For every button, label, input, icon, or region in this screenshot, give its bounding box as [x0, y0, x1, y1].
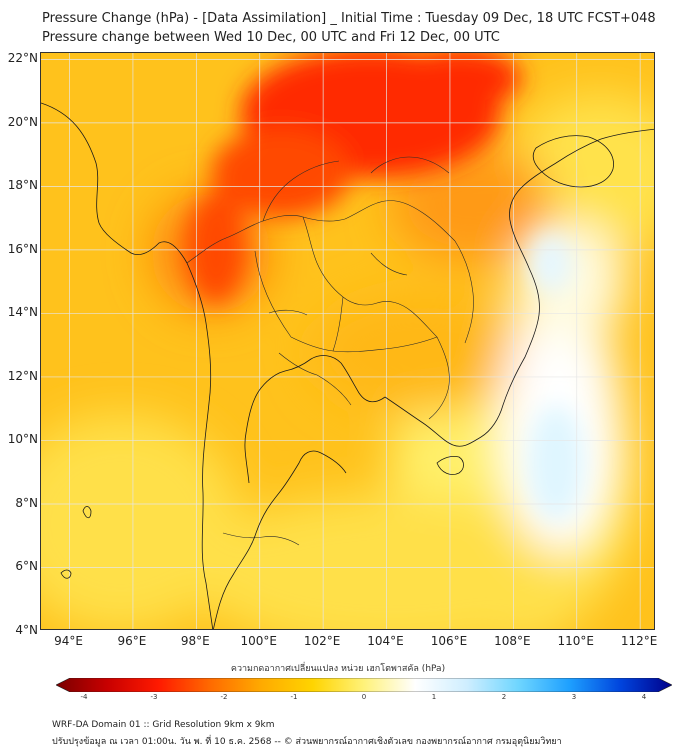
lon-label: 110°E	[557, 634, 594, 648]
lat-label: 10°N	[7, 432, 38, 447]
lat-label: 16°N	[7, 241, 38, 256]
lat-label: 12°N	[7, 368, 38, 383]
colorbar-tick-label: -4	[80, 693, 88, 701]
map-subtitle: Pressure change between Wed 10 Dec, 00 U…	[42, 30, 500, 45]
map-canvas	[41, 53, 654, 629]
colorbar-tick-label: -2	[220, 693, 228, 701]
coastlines	[41, 102, 654, 629]
colorbar	[56, 678, 672, 692]
lon-label: 104°E	[367, 634, 404, 648]
pressure-change-map[interactable]	[40, 52, 655, 630]
field-core	[186, 53, 584, 521]
lon-label: 96°E	[117, 634, 147, 648]
lat-label: 4°N	[15, 623, 38, 637]
lat-label: 22°N	[7, 51, 38, 66]
colorbar-tick-label: -1	[290, 693, 298, 701]
colorbar-scale	[56, 678, 672, 692]
lat-label: 14°N	[7, 305, 38, 320]
lat-label: 8°N	[15, 495, 38, 510]
colorbar-tick-label: 2	[501, 693, 507, 701]
lat-label: 18°N	[7, 178, 38, 193]
lon-label: 112°E	[620, 634, 658, 648]
colorbar-tick-label: 3	[571, 693, 577, 701]
field-shading	[41, 93, 654, 629]
graticule	[41, 53, 654, 629]
colorbar-tick-label: 1	[431, 693, 437, 701]
footer-model-info: WRF-DA Domain 01 :: Grid Resolution 9km …	[52, 720, 275, 730]
lat-label: 6°N	[15, 559, 38, 574]
map-title: Pressure Change (hPa) - [Data Assimilati…	[42, 11, 656, 26]
lon-label: 94°E	[54, 634, 83, 648]
lon-label: 102°E	[303, 634, 341, 648]
lon-label: 106°E	[430, 634, 468, 648]
lat-label: 20°N	[7, 114, 38, 129]
lon-label: 100°E	[240, 634, 277, 648]
colorbar-tick-label: -3	[150, 693, 158, 701]
footer-credit: ปรับปรุงข้อมูล ณ เวลา 01:00น. วัน พ. ที่…	[52, 737, 562, 747]
colorbar-tick-label: 0	[361, 693, 367, 701]
colorbar-tick-label: 4	[641, 693, 647, 701]
borders	[186, 156, 474, 546]
colorbar-title: ความกดอากาศเปลี่ยนแปลง หน่วย เฮกโตพาสคัล…	[230, 664, 446, 674]
lon-label: 98°E	[180, 634, 210, 648]
lon-label: 108°E	[494, 634, 531, 648]
